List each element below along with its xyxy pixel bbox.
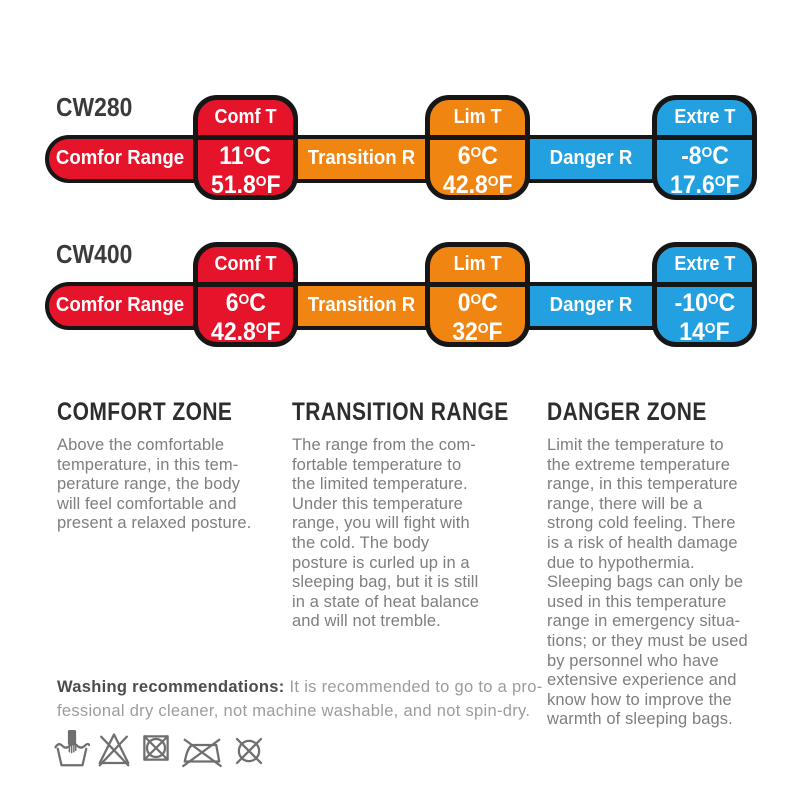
washing-recommendations-label: Washing recommendations: (57, 678, 285, 696)
limit-temp-fahrenheit: 32OF (452, 317, 503, 346)
comfort-temp-values: 11OC 51.8OF (198, 140, 293, 199)
transition-range-title: TRANSITION RANGE (292, 398, 509, 426)
extreme-temp-celsius: -10OC (674, 288, 735, 317)
danger-zone-title: DANGER ZONE (547, 398, 707, 426)
model-label: CW280 (56, 92, 133, 122)
do-not-dry-clean-icon (235, 737, 263, 765)
comfort-temp-values: 6OC 42.8OF (198, 287, 293, 346)
model-label: CW400 (56, 239, 133, 269)
limit-temp-values: 0OC 32OF (430, 287, 525, 346)
washing-recommendations: Washing recommendations: It is recommende… (57, 676, 557, 723)
danger-zone-text: Limit the temperature to the extreme tem… (547, 436, 748, 729)
temp-row-cw280: CW280 Comfor Range Transition R Danger R… (0, 92, 800, 213)
do-not-bleach-icon (98, 733, 130, 767)
extreme-temp-box: Extre T -8OC 17.6OF (652, 95, 757, 200)
washing-recommendations-text: It is recommended to go to a pro- fessio… (57, 678, 543, 720)
hand-wash-icon (54, 730, 90, 767)
limit-temp-values: 6OC 42.8OF (430, 140, 525, 199)
comfort-temp-celsius: 6OC (225, 288, 266, 317)
care-icons-row (54, 724, 268, 769)
limit-temp-box: Lim T 6OC 42.8OF (425, 95, 530, 200)
danger-range-bar (526, 282, 656, 330)
extreme-temp-values: -10OC 14OF (657, 287, 752, 346)
transition-range-section: TRANSITION RANGE The range from the com-… (292, 398, 527, 632)
danger-range-label: Danger R (549, 147, 633, 169)
limit-temp-box: Lim T 0OC 32OF (425, 242, 530, 347)
comfort-temp-box: Comf T 6OC 42.8OF (193, 242, 298, 347)
comfort-zone-title: COMFORT ZONE (57, 398, 233, 426)
transition-range-label: Transition R (307, 147, 416, 169)
extreme-temp-values: -8OC 17.6OF (657, 140, 752, 199)
limit-temp-celsius: 0OC (457, 288, 498, 317)
limit-temp-celsius: 6OC (457, 141, 498, 170)
limit-temp-fahrenheit: 42.8OF (442, 170, 513, 199)
limit-temp-title: Lim T (430, 247, 525, 287)
do-not-tumble-dry-icon (143, 735, 169, 761)
extreme-temp-fahrenheit: 17.6OF (669, 170, 740, 199)
comfort-range-label: Comfor Range (55, 147, 185, 169)
temp-row-cw400: CW400 Comfor Range Transition R Danger R… (0, 239, 800, 360)
comfort-temp-fahrenheit: 42.8OF (210, 317, 281, 346)
comfort-temp-title: Comf T (198, 247, 293, 287)
limit-temp-title: Lim T (430, 100, 525, 140)
extreme-temp-title: Extre T (657, 247, 752, 287)
extreme-temp-title: Extre T (657, 100, 752, 140)
transition-range-label: Transition R (307, 294, 416, 316)
comfort-zone-section: COMFORT ZONE Above the comfortable tempe… (57, 398, 277, 534)
extreme-temp-celsius: -8OC (680, 141, 729, 170)
danger-zone-section: DANGER ZONE Limit the temperature to the… (547, 398, 777, 730)
transition-range-text: The range from the com- fortable tempera… (292, 436, 479, 631)
do-not-iron-icon (182, 738, 222, 768)
comfort-temp-celsius: 11OC (219, 141, 272, 170)
comfort-temp-box: Comf T 11OC 51.8OF (193, 95, 298, 200)
comfort-temp-fahrenheit: 51.8OF (210, 170, 281, 199)
comfort-range-label: Comfor Range (55, 294, 185, 316)
comfort-temp-title: Comf T (198, 100, 293, 140)
extreme-temp-box: Extre T -10OC 14OF (652, 242, 757, 347)
extreme-temp-fahrenheit: 14OF (679, 317, 730, 346)
danger-range-label: Danger R (549, 294, 633, 316)
comfort-zone-text: Above the comfortable temperature, in th… (57, 436, 252, 533)
